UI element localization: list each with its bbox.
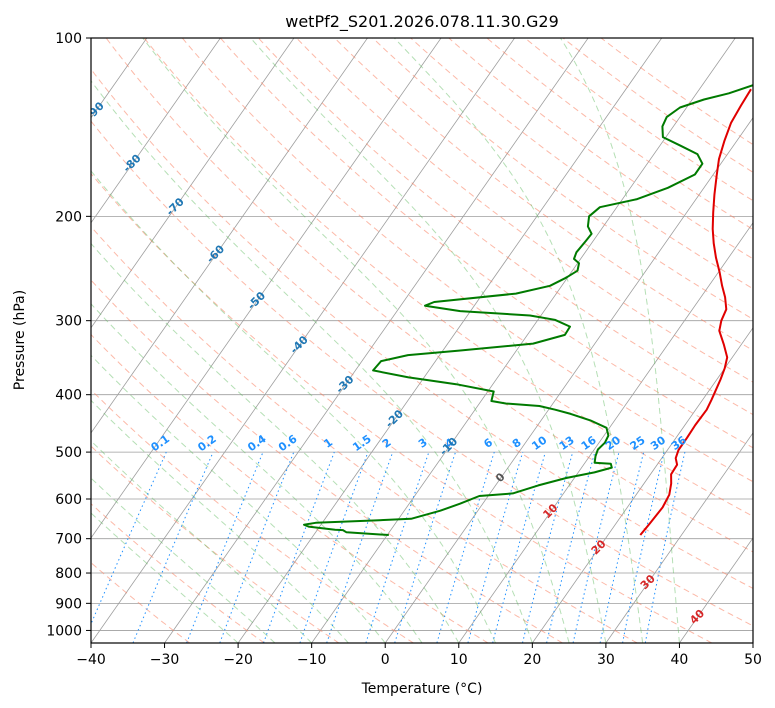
mixing-ratio-line — [326, 451, 394, 643]
axis-layer: −40 −30 −20 −10 0 10 20 30 40 50 100 200 300 400 500 60… — [46, 31, 762, 668]
moist-adiabat — [91, 477, 276, 643]
dry-adiabat — [333, 38, 753, 351]
dry-adiabat — [91, 445, 340, 643]
x-tick-label: 40 — [671, 652, 689, 668]
mixing-ratio-line — [467, 451, 524, 643]
temperature-profile — [639, 88, 752, 536]
x-tick-label: 30 — [597, 652, 615, 668]
moist-adiabat — [91, 170, 497, 643]
moist-adiabat — [91, 354, 386, 643]
dry-adiabat — [91, 68, 753, 590]
isotherm-line — [384, 117, 753, 643]
y-tick-label: 100 — [55, 31, 82, 47]
mixing-ratio-line — [644, 451, 686, 643]
dry-adiabat — [143, 38, 753, 517]
chart-title: wetPf2_S201.2026.078.11.30.G29 — [285, 12, 559, 32]
isotherm-line — [91, 38, 516, 643]
y-tick-label: 800 — [55, 566, 82, 582]
y-axis-title: Pressure (hPa) — [12, 290, 28, 390]
isotherm-line — [91, 38, 369, 434]
moist-adiabat — [91, 80, 533, 643]
isotherm-line — [458, 222, 753, 643]
dry-adiabat — [91, 172, 713, 643]
isotherm-line — [532, 327, 753, 643]
x-tick-label: −40 — [76, 652, 106, 668]
dry-adiabat — [181, 38, 753, 483]
dry-adiabat — [91, 225, 638, 643]
y-tick-label: 700 — [55, 532, 82, 548]
mixing-ratio-line — [622, 451, 665, 643]
plot-frame — [90, 37, 754, 644]
isotherm-line — [311, 38, 736, 643]
x-axis-title: Temperature (°C) — [361, 681, 483, 697]
dry-adiabat — [91, 503, 265, 643]
moist-adiabat — [249, 38, 607, 643]
x-tick-label: −10 — [297, 652, 327, 668]
y-tick-label: 200 — [55, 209, 82, 225]
dry-adiabat — [105, 38, 753, 553]
dry-adiabat — [91, 279, 563, 643]
x-tick-label: 50 — [744, 652, 762, 668]
isotherm-line — [679, 537, 753, 643]
moist-adiabat — [91, 512, 239, 643]
mixing-ratio-line — [219, 451, 295, 643]
x-tick-label: −20 — [223, 652, 253, 668]
moist-adiabat — [91, 440, 313, 643]
isotherm-line — [91, 38, 295, 329]
x-tick-label: 10 — [450, 652, 468, 668]
y-tick-label: 400 — [55, 388, 82, 404]
mixing-ratio-line — [394, 451, 456, 643]
y-tick-label: 1000 — [46, 623, 82, 639]
x-tick-label: 20 — [523, 652, 541, 668]
dry-adiabat — [91, 333, 489, 643]
isotherm-line — [91, 38, 221, 224]
grid-layer — [91, 38, 753, 643]
isotherm-line — [91, 38, 442, 539]
x-tick-label: 0 — [381, 652, 390, 668]
dry-adiabat — [371, 38, 753, 320]
moist-adiabat — [559, 38, 680, 643]
x-tick-label: −30 — [150, 652, 180, 668]
y-tick-label: 500 — [55, 445, 82, 461]
mixing-ratio-line — [186, 451, 264, 643]
isotherm-line — [237, 38, 663, 643]
series-layer — [303, 84, 753, 536]
moist-adiabat — [91, 303, 423, 643]
mixing-ratio-line — [365, 451, 430, 643]
dewpoint-profile — [303, 84, 753, 536]
moist-adiabat — [142, 38, 570, 643]
y-tick-label: 600 — [55, 492, 82, 508]
y-tick-label: 300 — [55, 314, 82, 330]
isotherm-line — [605, 432, 753, 643]
isotherm-line — [164, 38, 589, 643]
y-tick-label: 900 — [55, 596, 82, 612]
dry-adiabat — [295, 38, 753, 383]
